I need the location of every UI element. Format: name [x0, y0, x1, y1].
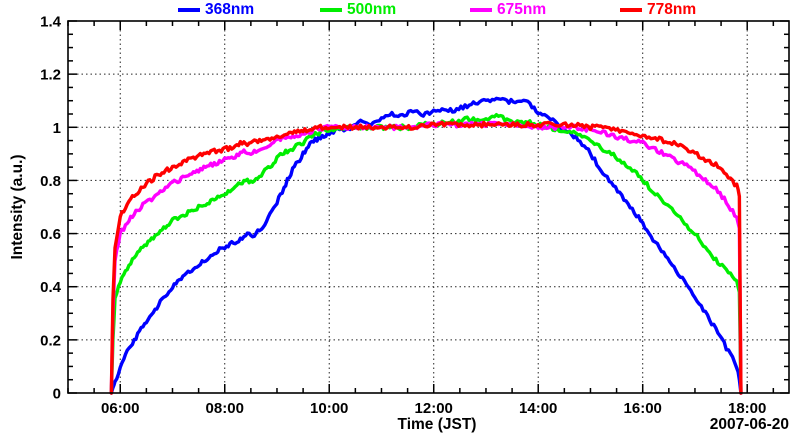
y-tick-label: 1	[53, 120, 61, 137]
legend-swatch-icon	[620, 8, 642, 12]
series-layer	[109, 96, 743, 395]
plot-frame	[67, 20, 790, 394]
x-axis-title: Time (JST)	[398, 416, 477, 433]
y-tick-label: 0.2	[40, 332, 61, 349]
y-tick-label: 0.6	[40, 226, 61, 243]
legend-label: 675nm	[497, 1, 547, 18]
x-tick-label: 08:00	[206, 400, 244, 417]
legend-label: 368nm	[205, 1, 255, 18]
series-line-675nm	[109, 120, 743, 395]
y-tick-label: 1.4	[40, 14, 62, 31]
y-axis-title: Intensity (a.u.)	[9, 154, 26, 259]
x-tick-label: 12:00	[415, 400, 453, 417]
y-tick-label: 0.8	[40, 173, 61, 190]
date-label: 2007-06-20	[710, 416, 789, 433]
y-tick-label: 0.4	[40, 279, 62, 296]
x-tick-label: 10:00	[310, 400, 348, 417]
series-line-500nm	[109, 112, 743, 395]
series-line-778nm	[109, 120, 743, 395]
y-tick-label: 0	[53, 386, 61, 403]
tick-marks	[67, 20, 789, 394]
tick-labels: 0 0.2 0.4 0.6 0.8 1 1.2 1.4 06:00 08:00 10:00 12:00…	[40, 14, 766, 418]
legend-item-778nm: 778nm	[620, 0, 696, 20]
series-line-368nm	[109, 96, 743, 395]
legend-swatch-icon	[470, 8, 492, 12]
y-tick-label: 1.2	[40, 67, 61, 84]
legend-label: 778nm	[647, 1, 697, 18]
legend-item-368nm: 368nm	[178, 0, 254, 20]
x-tick-label: 06:00	[101, 400, 139, 417]
legend-item-500nm: 500nm	[320, 0, 396, 20]
chart-legend: 368nm 500nm 675nm 778nm	[0, 0, 800, 20]
legend-swatch-icon	[320, 8, 342, 12]
grid-layer	[68, 21, 789, 393]
legend-swatch-icon	[178, 8, 200, 12]
legend-label: 500nm	[347, 1, 397, 18]
x-tick-label: 16:00	[624, 400, 662, 417]
x-tick-label: 14:00	[519, 400, 557, 417]
legend-item-675nm: 675nm	[470, 0, 546, 20]
x-tick-label: 18:00	[728, 400, 766, 417]
